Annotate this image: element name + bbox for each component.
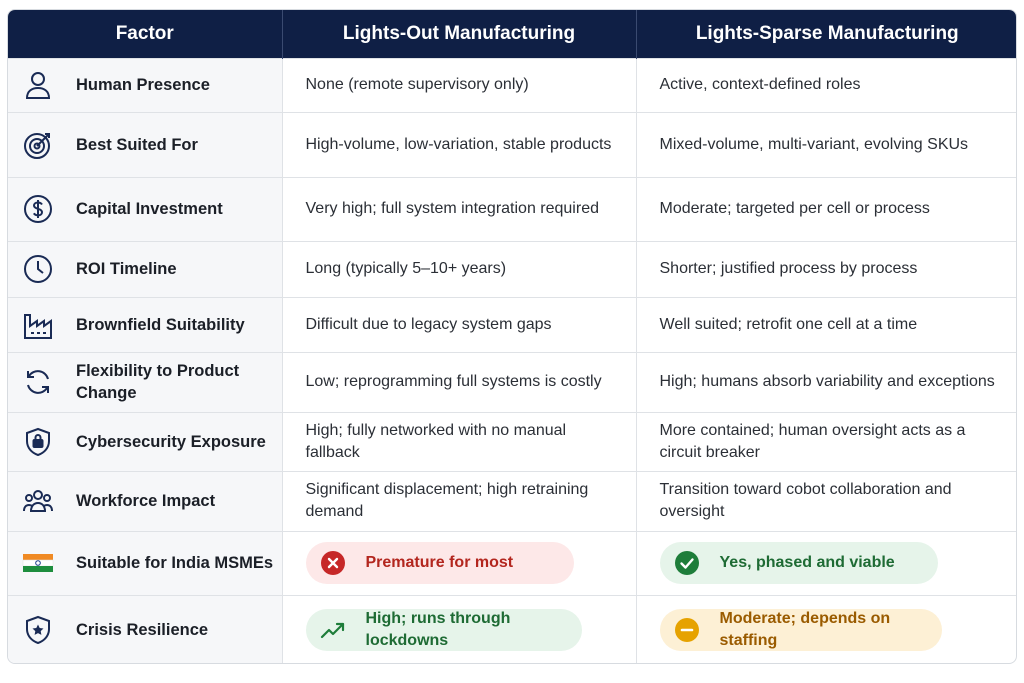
factor-label: Cybersecurity Exposure	[76, 432, 266, 451]
lights-out-cell: Low; reprogramming full systems is costl…	[282, 351, 637, 412]
factor-label: Crisis Resilience	[76, 620, 209, 639]
people-icon	[22, 483, 66, 519]
lights-out-cell: Very high; full system integration requi…	[282, 176, 637, 241]
header-row: Factor Lights-Out Manufacturing Lights-S…	[8, 10, 1016, 58]
trend-up-icon	[320, 622, 344, 638]
factor-cell: Human Presence	[8, 57, 283, 112]
lights-out-cell: Premature for most	[282, 530, 637, 595]
lights-out-cell: Long (typically 5–10+ years)	[282, 240, 637, 297]
factor-label: Workforce Impact	[76, 492, 216, 510]
factor-cell: Cybersecurity Exposure	[8, 411, 283, 471]
table-row: Cybersecurity Exposure High; fully netwo…	[8, 411, 1016, 471]
lights-sparse-cell: Transition toward cobot collaboration an…	[636, 470, 1016, 531]
factor-cell: ROI Timeline	[8, 240, 283, 297]
dollar-icon	[22, 191, 66, 227]
header-factor: Factor	[8, 10, 283, 58]
factor-cell: Flexibility to Product Change	[8, 351, 283, 412]
factor-cell: Best Suited For	[8, 111, 283, 177]
factor-cell: Brownfield Suitability	[8, 296, 283, 352]
lights-out-cell: High-volume, low-variation, stable produ…	[282, 111, 637, 177]
factor-cell: Suitable for India MSMEs	[8, 530, 283, 595]
person-icon	[22, 67, 66, 103]
x-circle-icon	[320, 551, 345, 575]
factor-label: Capital Investment	[76, 200, 223, 218]
check-circle-icon	[674, 551, 699, 575]
status-text: Premature for most	[365, 554, 514, 571]
lights-out-cell: Difficult due to legacy system gaps	[282, 296, 637, 352]
factor-label: Suitable for India MSMEs	[76, 554, 274, 572]
factor-label: ROI Timeline	[76, 260, 177, 278]
table-row: Capital Investment Very high; full syste…	[8, 176, 1016, 241]
shield-lock-icon	[22, 424, 66, 460]
factor-cell: Capital Investment	[8, 176, 283, 241]
table-row: Workforce Impact Significant displacemen…	[8, 470, 1016, 531]
factor-label: Best Suited For	[76, 135, 198, 154]
lights-sparse-cell: Active, context-defined roles	[636, 57, 1016, 112]
status-text: Yes, phased and viable	[719, 554, 895, 571]
india-flag-icon	[22, 545, 66, 581]
comparison-table: Factor Lights-Out Manufacturing Lights-S…	[7, 9, 1017, 664]
table-row: Suitable for India MSMEs Premature for m…	[8, 530, 1016, 595]
lights-out-cell: High; runs through lockdowns	[282, 594, 637, 663]
lights-sparse-cell: Moderate; depends on staffing	[636, 594, 1016, 663]
lights-sparse-cell: Well suited; retrofit one cell at a time	[636, 296, 1016, 352]
factory-icon	[22, 307, 66, 343]
status-badge-moderate: Moderate; depends on staffing	[659, 608, 942, 651]
table-row: Flexibility to Product Change Low; repro…	[8, 351, 1016, 412]
header-lights-sparse: Lights-Sparse Manufacturing	[636, 10, 1016, 58]
header-lights-out: Lights-Out Manufacturing	[282, 10, 637, 58]
table-row: Human Presence None (remote supervisory …	[8, 57, 1016, 112]
status-text: High; runs through lockdowns	[365, 609, 511, 649]
lights-out-cell: None (remote supervisory only)	[282, 57, 637, 112]
factor-cell: Workforce Impact	[8, 470, 283, 531]
target-icon	[22, 127, 66, 163]
lights-sparse-cell: Shorter; justified process by process	[636, 240, 1016, 297]
table-row: ROI Timeline Long (typically 5–10+ years…	[8, 240, 1016, 297]
factor-label: Brownfield Suitability	[76, 315, 245, 334]
status-badge-premature: Premature for most	[305, 542, 574, 584]
factor-label: Flexibility to Product Change	[76, 362, 240, 402]
table-row: Best Suited For High-volume, low-variati…	[8, 111, 1016, 177]
status-badge-high: High; runs through lockdowns	[305, 608, 582, 651]
shield-star-icon	[22, 612, 66, 648]
table-row: Brownfield Suitability Difficult due to …	[8, 296, 1016, 352]
factor-cell: Crisis Resilience	[8, 594, 283, 663]
lights-sparse-cell: More contained; human oversight acts as …	[636, 411, 1016, 471]
status-badge-viable: Yes, phased and viable	[659, 542, 938, 584]
clock-icon	[22, 251, 66, 287]
lights-sparse-cell: High; humans absorb variability and exce…	[636, 351, 1016, 412]
status-text: Moderate; depends on staffing	[719, 609, 891, 649]
lights-out-cell: High; fully networked with no manual fal…	[282, 411, 637, 471]
refresh-icon	[22, 364, 66, 400]
lights-sparse-cell: Mixed-volume, multi-variant, evolving SK…	[636, 111, 1016, 177]
lights-sparse-cell: Moderate; targeted per cell or process	[636, 176, 1016, 241]
factor-label: Human Presence	[76, 76, 210, 94]
minus-circle-icon	[674, 617, 699, 642]
table-row: Crisis Resilience High; runs through loc…	[8, 594, 1016, 663]
lights-sparse-cell: Yes, phased and viable	[636, 530, 1016, 595]
lights-out-cell: Significant displacement; high retrainin…	[282, 470, 637, 531]
